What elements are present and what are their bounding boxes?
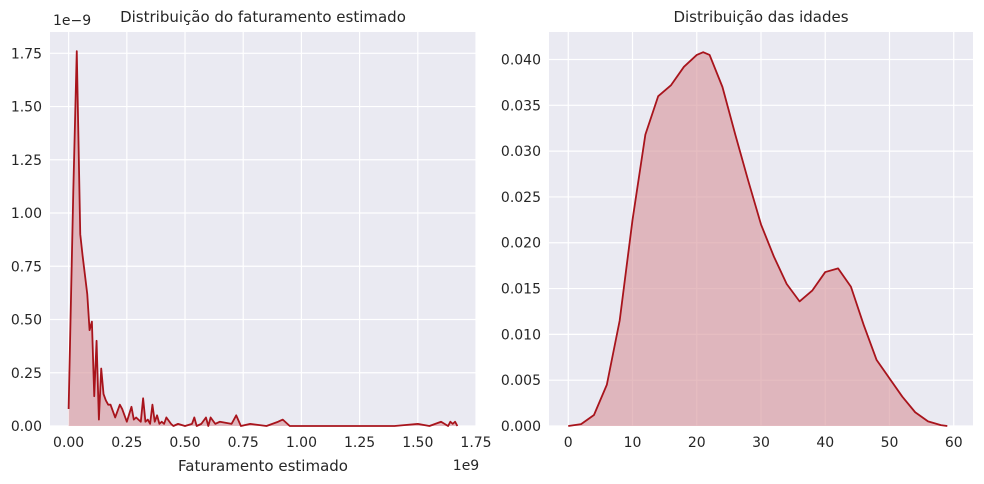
plot-area — [50, 32, 476, 426]
y-tick-label: 0.50 — [11, 313, 42, 329]
y-tick-label: 1.50 — [11, 100, 42, 116]
x-tick-label: 50 — [881, 435, 899, 451]
x-tick-label: 0.50 — [169, 435, 200, 451]
y-tick-labels: 0.00 0.25 0.50 0.75 1.00 1.25 1.50 1.75 — [11, 46, 42, 435]
x-offset-label: 1e9 — [453, 458, 479, 474]
density-line — [67, 50, 459, 427]
y-tick-label: 0.25 — [11, 366, 42, 382]
x-tick-label: 0.25 — [111, 435, 142, 451]
chart-title: Distribuição das idades — [673, 8, 848, 26]
y-tick-label: 0.000 — [501, 419, 541, 435]
x-axis-label: Faturamento estimado — [178, 457, 348, 475]
y-tick-label: 0.015 — [501, 282, 541, 298]
x-tick-label: 1.00 — [286, 435, 317, 451]
density-area — [568, 52, 948, 426]
x-tick-label: 0.00 — [53, 435, 84, 451]
y-tick-label: 1.75 — [11, 46, 42, 62]
x-tick-label: 1.25 — [344, 435, 375, 451]
y-tick-label: 0.040 — [501, 52, 541, 68]
x-tick-label: 40 — [816, 435, 834, 451]
y-tick-label: 0.025 — [501, 190, 541, 206]
x-tick-label: 20 — [688, 435, 706, 451]
chart-title: Distribuição do faturamento estimado — [120, 8, 406, 26]
x-tick-label: 10 — [624, 435, 642, 451]
y-tick-label: 0.75 — [11, 259, 42, 275]
y-tick-label: 0.030 — [501, 144, 541, 160]
y-tick-label: 0.00 — [11, 419, 42, 435]
y-tick-label: 0.010 — [501, 327, 541, 343]
y-tick-label: 0.005 — [501, 373, 541, 389]
x-tick-label: 1.50 — [402, 435, 433, 451]
x-tick-label: 30 — [752, 435, 770, 451]
density-line — [568, 51, 948, 427]
x-tick-label: 0.75 — [228, 435, 259, 451]
y-tick-label: 1.25 — [11, 153, 42, 169]
x-tick-labels: 0.00 0.25 0.50 0.75 1.00 1.25 1.50 1.75 — [53, 435, 492, 451]
y-tick-label: 0.020 — [501, 236, 541, 252]
gridlines — [50, 32, 477, 427]
x-tick-label: 0 — [564, 435, 573, 451]
x-tick-label: 1.75 — [460, 435, 491, 451]
y-tick-label: 1.00 — [11, 206, 42, 222]
chart-age-distribution: 0 10 20 30 40 50 60 0.0000.0050.0100.0150.0200… — [501, 8, 973, 451]
y-tick-labels: 0.000 0.005 0.010 0.015 0.020 0.025 0.030 0.035… — [501, 52, 541, 435]
y-tick-label: 0.035 — [501, 98, 541, 114]
chart-revenue-distribution: 0.00 0.25 0.50 0.75 1.00 1.25 1.50 1.75 0.00 0.2… — [11, 8, 492, 475]
y-offset-label: 1e−9 — [53, 13, 91, 29]
x-tick-label: 60 — [945, 435, 963, 451]
x-tick-labels: 0 10 20 30 40 50 60 — [564, 435, 963, 451]
